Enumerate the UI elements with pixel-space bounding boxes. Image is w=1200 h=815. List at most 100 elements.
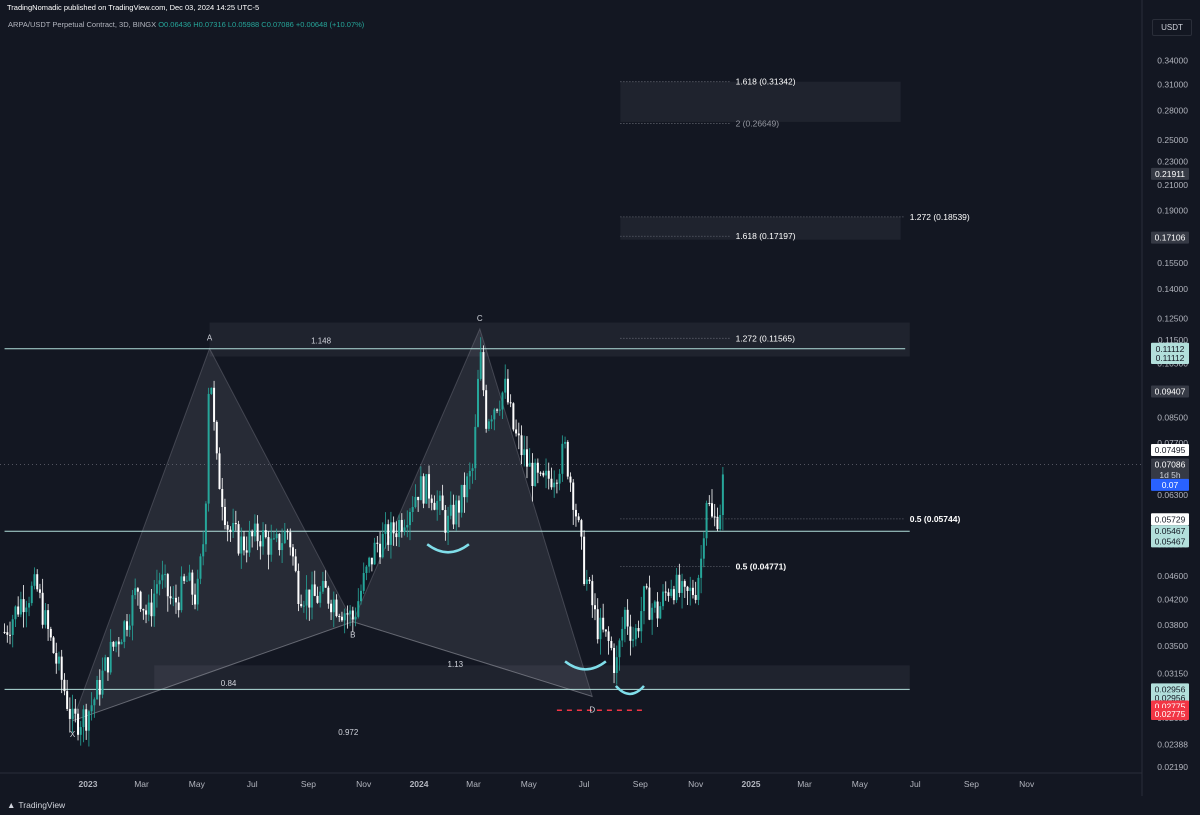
tradingview-logo-icon: ▲ <box>7 800 16 810</box>
candle-body <box>360 590 362 602</box>
x-tick-label: Nov <box>688 779 704 789</box>
candle-body <box>210 387 213 394</box>
price-label-bg-2 <box>1151 342 1189 355</box>
candle-body <box>419 476 422 501</box>
ohlc-low: L0.05988 <box>227 20 260 29</box>
candle-body <box>447 515 450 533</box>
candle-body <box>653 601 656 608</box>
candle-body <box>683 581 686 587</box>
candle-body <box>400 519 403 532</box>
arc-1 <box>564 660 607 671</box>
candle-body <box>248 531 251 553</box>
candle-body <box>672 589 675 601</box>
pattern-point-b: B <box>350 631 355 640</box>
candle-body <box>466 476 469 498</box>
candle-body <box>68 708 71 719</box>
candle-body <box>599 617 602 640</box>
candle-body <box>185 580 188 582</box>
candle-body <box>373 542 376 565</box>
y-tick-label: 0.06300 <box>1157 490 1188 500</box>
candle-body <box>351 610 354 620</box>
y-tick-label: 0.31000 <box>1157 80 1188 90</box>
candle-body <box>411 507 414 512</box>
price-label-0: 0.21911 <box>1155 169 1185 179</box>
fib-label-4: 1.272 (0.11565) <box>736 333 796 343</box>
candle-body <box>531 462 534 486</box>
price-label-6: 0.07086 <box>1155 459 1186 469</box>
candle-body <box>9 634 11 636</box>
candle-body <box>713 516 716 518</box>
candle-body <box>120 641 123 645</box>
ohlc-high: H0.07316 <box>193 20 226 29</box>
candle-body <box>384 524 387 534</box>
candle-body <box>493 409 496 420</box>
candle-body <box>621 628 624 641</box>
candle-body <box>607 631 610 641</box>
candle-body <box>566 441 569 477</box>
candle-body <box>204 503 207 545</box>
candle-body <box>98 679 101 695</box>
price-label-11: 0.05467 <box>1155 536 1186 546</box>
candle-body <box>251 531 254 537</box>
y-tick-label: 0.04200 <box>1157 594 1188 604</box>
candle-body <box>311 584 314 608</box>
candle-body <box>547 470 550 479</box>
candle-body <box>275 533 278 539</box>
candle-body <box>36 574 39 590</box>
tradingview-brand: TradingView <box>18 800 66 810</box>
candle-body <box>569 476 572 483</box>
candle-body <box>335 599 338 617</box>
candle-body <box>22 599 25 613</box>
candle-body <box>479 352 482 379</box>
candle-body <box>87 711 90 731</box>
x-tick-label: Jul <box>247 779 258 789</box>
pattern-line-xb <box>72 621 354 722</box>
pattern-triangle-bcd <box>352 327 594 698</box>
candle-body <box>428 474 431 499</box>
candle-body <box>436 500 439 510</box>
candle-body <box>711 503 713 517</box>
candle-body <box>490 419 493 422</box>
candle-body <box>365 566 368 574</box>
price-change: +0.00648 (+10.07%) <box>295 20 365 29</box>
candle-body <box>3 631 6 633</box>
candle-body <box>542 472 545 476</box>
price-label-bg-0 <box>1151 167 1189 180</box>
candle-body <box>694 594 697 600</box>
candle-body <box>259 541 262 547</box>
price-label-bg-1 <box>1151 231 1189 244</box>
candle-body <box>455 500 458 525</box>
candle-body <box>313 584 316 596</box>
candle-body <box>253 523 256 537</box>
price-label-bg-8 <box>1151 478 1189 491</box>
candle-body <box>545 470 548 476</box>
candle-body <box>512 403 515 430</box>
x-tick-label: 2023 <box>79 779 98 789</box>
candle-body <box>430 498 433 503</box>
candle-body <box>501 392 504 410</box>
y-tick-label: 0.03150 <box>1157 668 1188 678</box>
candle-body <box>482 352 485 391</box>
candle-body <box>270 538 273 555</box>
candle-body <box>245 550 248 553</box>
candle-body <box>642 586 645 612</box>
candle-body <box>74 708 77 714</box>
candle-body <box>82 709 85 728</box>
candle-body <box>340 616 343 621</box>
currency-selector[interactable]: USDT <box>1152 19 1192 36</box>
price-label-12: 0.02956 <box>1155 684 1186 694</box>
candle-body <box>477 378 479 427</box>
y-tick-label: 0.15500 <box>1157 258 1188 268</box>
candle-body <box>145 610 148 615</box>
y-tick-label: 0.14000 <box>1157 284 1188 294</box>
candle-body <box>357 601 360 617</box>
tradingview-logo[interactable]: ▲ TradingView <box>7 800 65 810</box>
y-tick-label: 0.25000 <box>1157 135 1188 145</box>
candle-body <box>623 609 626 629</box>
fib-label-0: 1.618 (0.31342) <box>736 77 796 87</box>
candle-body <box>286 531 289 533</box>
candle-body <box>662 591 665 607</box>
price-label-bg-7 <box>1151 468 1189 481</box>
price-label-5: 0.07495 <box>1155 445 1186 455</box>
